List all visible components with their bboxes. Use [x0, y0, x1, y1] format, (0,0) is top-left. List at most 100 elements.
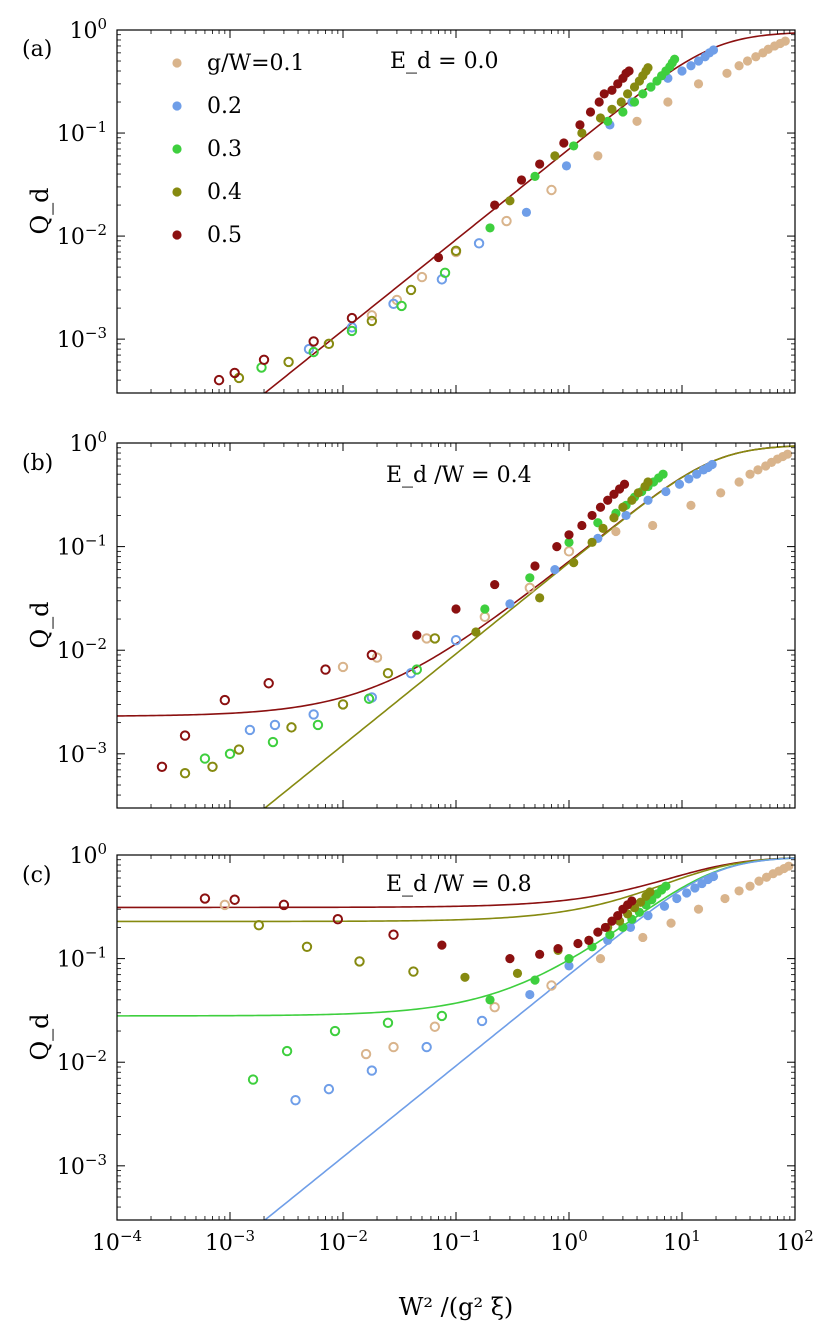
theory-curve-0-2: [263, 857, 795, 1220]
point-filled-0-1: [693, 904, 704, 914]
point-filled-0-5: [600, 922, 611, 933]
point-open-0-3: [439, 267, 451, 279]
point-filled-0-2: [659, 901, 670, 911]
point-filled-0-1: [784, 861, 794, 871]
y-axis-label-a: Q_d: [26, 187, 54, 234]
panel-a: 10−3 10−2 10−1 100 (a) E_d = 0.0: [22, 15, 796, 394]
x-tick-label: 101: [663, 1227, 701, 1256]
point-filled-0-5: [607, 85, 617, 95]
point-filled-0-4: [471, 627, 481, 637]
point-filled-0-1: [751, 52, 761, 62]
point-filled-0-4: [512, 968, 523, 978]
point-filled-0-4: [505, 196, 515, 206]
legend-label-0-1: g/W=0.1: [207, 51, 305, 76]
panel-label-c: (c): [22, 863, 52, 888]
point-filled-0-1: [595, 954, 606, 964]
y-tick-label: 10−2: [57, 1047, 107, 1076]
point-filled-0-3: [603, 116, 613, 126]
point-filled-0-1: [593, 151, 603, 161]
point-filled-0-2: [708, 871, 719, 882]
point-open-0-3: [224, 748, 236, 760]
point-filled-0-3: [605, 930, 615, 940]
point-open-0-5: [229, 367, 240, 379]
point-filled-0-2: [550, 564, 560, 575]
point-open-0-4: [283, 356, 294, 368]
point-filled-0-1: [632, 116, 642, 126]
point-open-0-3: [281, 1045, 293, 1057]
point-filled-0-2: [525, 989, 535, 1000]
point-filled-0-5: [516, 175, 527, 185]
point-filled-0-2: [708, 45, 719, 55]
point-filled-0-4: [618, 502, 628, 512]
panel-label-a: (a): [22, 37, 52, 62]
point-open-0-3: [247, 1074, 259, 1085]
theory-curve-0-3: [117, 857, 795, 1017]
point-filled-0-2: [684, 474, 694, 484]
point-open-0-1: [563, 546, 575, 557]
point-open-0-4: [337, 699, 349, 710]
point-filled-0-3: [564, 954, 574, 964]
x-tick-label: 100: [550, 1227, 588, 1256]
y-tick-label: 10−3: [57, 324, 107, 353]
point-filled-0-2: [693, 56, 704, 66]
point-open-0-2: [269, 719, 281, 731]
legend-marker-0-1: [172, 58, 182, 68]
point-filled-0-4: [627, 495, 637, 505]
point-open-0-2: [323, 1083, 335, 1095]
point-filled-0-1: [745, 469, 755, 479]
point-open-0-2: [421, 1041, 432, 1053]
point-filled-0-1: [638, 932, 648, 943]
point-filled-0-5: [490, 579, 500, 590]
point-filled-0-5: [607, 916, 617, 926]
point-filled-0-1: [734, 61, 744, 71]
point-filled-0-2: [686, 61, 696, 71]
legend-marker-0-5: [172, 230, 182, 240]
legend-label-0-3: 0.3: [207, 137, 242, 162]
point-filled-0-4: [643, 63, 653, 73]
point-filled-0-5: [595, 502, 606, 512]
point-filled-0-5: [535, 949, 545, 959]
point-filled-0-2: [505, 599, 515, 609]
point-filled-0-2: [564, 961, 574, 971]
point-filled-0-4: [535, 593, 545, 603]
point-open-0-2: [366, 1065, 378, 1076]
point-filled-0-4: [550, 151, 560, 161]
y-tick-label: 100: [69, 428, 107, 457]
legend-marker-0-4: [172, 187, 182, 197]
panel-b-annotation: E_d /W = 0.4: [386, 463, 532, 488]
point-filled-0-1: [754, 876, 764, 886]
panel-label-b: (b): [22, 451, 53, 476]
y-tick-label: 100: [69, 15, 107, 44]
point-filled-0-4: [635, 897, 646, 907]
point-filled-0-5: [603, 495, 613, 505]
point-open-0-5: [229, 894, 240, 905]
point-filled-0-1: [745, 881, 755, 891]
point-filled-0-4: [569, 558, 579, 568]
y-tick-label: 10−2: [57, 635, 107, 664]
point-filled-0-4: [643, 477, 653, 487]
point-open-0-3: [312, 719, 324, 731]
y-axis-label-c: Q_d: [26, 1013, 54, 1060]
point-open-0-4: [382, 668, 394, 679]
point-filled-0-5: [577, 520, 587, 531]
point-filled-0-5: [552, 542, 562, 552]
point-open-0-4: [354, 956, 365, 967]
theory-curve-0-4: [117, 857, 795, 923]
point-open-0-5: [308, 336, 319, 347]
point-filled-0-3: [569, 141, 579, 151]
point-filled-0-2: [643, 911, 653, 921]
point-filled-0-5: [437, 940, 447, 950]
point-filled-0-5: [573, 938, 583, 949]
point-open-0-4: [301, 941, 313, 953]
point-open-0-5: [179, 730, 191, 741]
x-tick-label: 10−4: [92, 1227, 142, 1256]
point-filled-0-3: [530, 975, 540, 985]
point-open-0-1: [489, 1001, 500, 1013]
point-filled-0-5: [593, 927, 603, 937]
point-filled-0-3: [661, 881, 671, 891]
axes-frame: [116, 29, 796, 394]
point-filled-0-1: [648, 520, 658, 531]
point-filled-0-2: [643, 495, 653, 505]
x-tick-label: 10−3: [205, 1227, 255, 1256]
point-open-0-1: [371, 652, 383, 663]
